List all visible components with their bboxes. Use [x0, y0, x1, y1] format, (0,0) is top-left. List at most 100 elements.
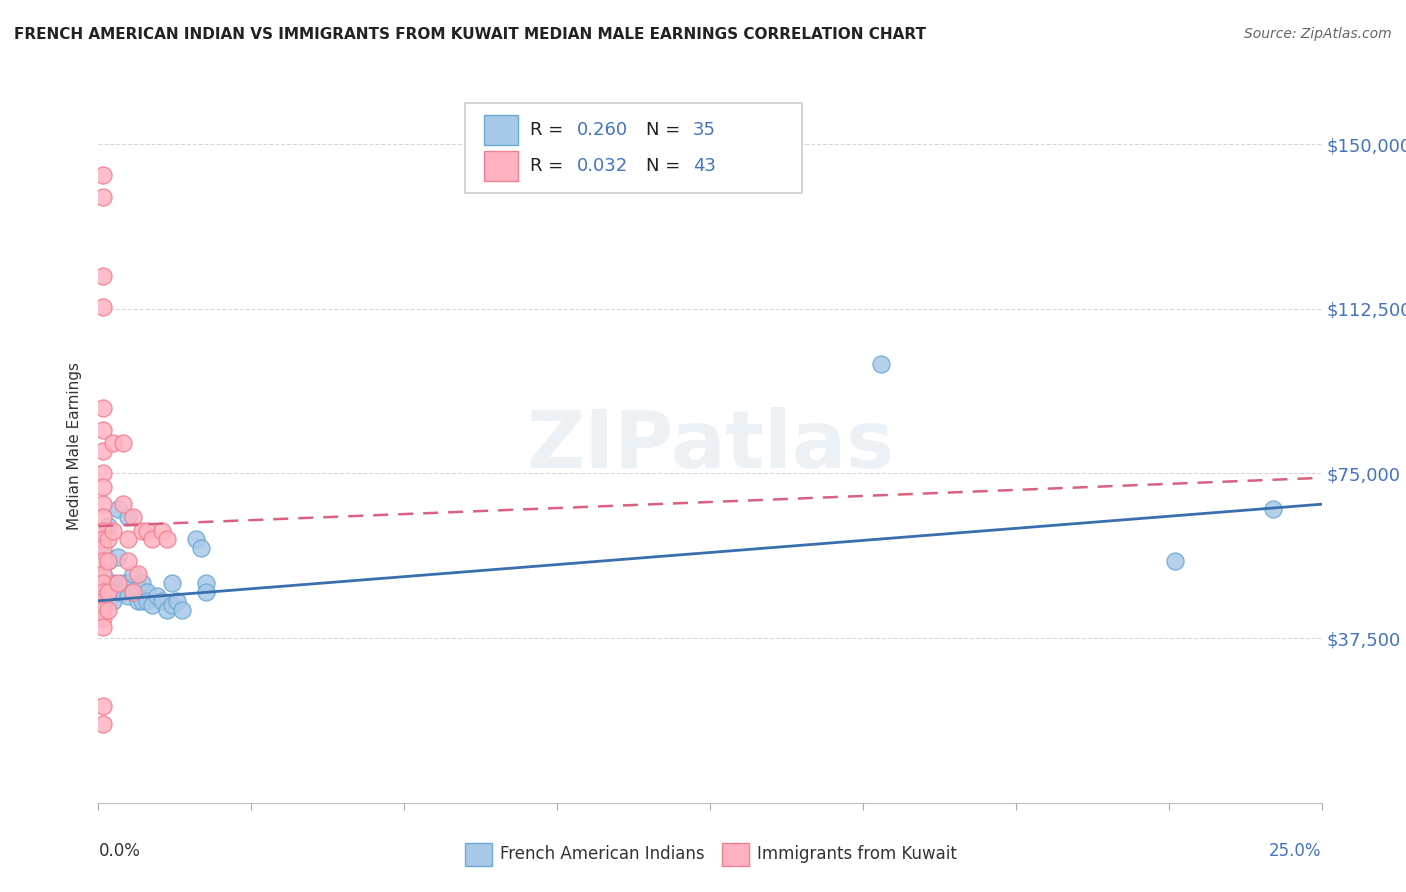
Point	[107, 585, 129, 599]
Point	[91, 467, 114, 481]
Point	[107, 549, 129, 564]
Point	[117, 590, 139, 604]
Text: Source: ZipAtlas.com: Source: ZipAtlas.com	[1244, 27, 1392, 41]
Point	[91, 300, 114, 314]
Point	[127, 594, 149, 608]
Point	[91, 444, 114, 458]
Point	[91, 190, 114, 204]
Point	[107, 501, 129, 516]
Text: 43: 43	[693, 157, 716, 175]
Point	[91, 533, 114, 547]
Y-axis label: Median Male Earnings: Median Male Earnings	[67, 362, 83, 530]
Point	[101, 524, 124, 538]
Point	[1261, 501, 1284, 516]
Point	[121, 510, 143, 524]
Text: 0.260: 0.260	[576, 121, 628, 139]
Point	[97, 602, 120, 616]
Point	[91, 716, 114, 731]
Text: FRENCH AMERICAN INDIAN VS IMMIGRANTS FROM KUWAIT MEDIAN MALE EARNINGS CORRELATIO: FRENCH AMERICAN INDIAN VS IMMIGRANTS FRO…	[14, 27, 927, 42]
Point	[121, 585, 143, 599]
Point	[117, 576, 139, 591]
Point	[156, 533, 179, 547]
Point	[101, 576, 124, 591]
Point	[150, 524, 173, 538]
Point	[91, 567, 114, 582]
Point	[117, 510, 139, 524]
Point	[97, 533, 120, 547]
Point	[111, 585, 134, 599]
FancyBboxPatch shape	[484, 151, 517, 180]
Point	[91, 423, 114, 437]
Point	[195, 576, 218, 591]
Point	[111, 576, 134, 591]
Text: R =: R =	[530, 121, 569, 139]
Point	[91, 576, 114, 591]
Point	[141, 533, 163, 547]
Point	[117, 533, 139, 547]
Point	[136, 594, 159, 608]
Point	[150, 594, 173, 608]
Point	[136, 585, 159, 599]
Point	[870, 357, 893, 371]
Text: Immigrants from Kuwait: Immigrants from Kuwait	[756, 846, 956, 863]
Point	[91, 567, 114, 582]
Point	[91, 510, 114, 524]
Point	[91, 541, 114, 555]
Point	[91, 497, 114, 511]
Text: 35: 35	[693, 121, 716, 139]
Point	[156, 602, 179, 616]
Text: R =: R =	[530, 157, 569, 175]
Point	[121, 585, 143, 599]
FancyBboxPatch shape	[723, 843, 749, 865]
Point	[121, 567, 143, 582]
Point	[160, 598, 183, 612]
Point	[111, 435, 134, 450]
Text: French American Indians: French American Indians	[499, 846, 704, 863]
Point	[166, 594, 188, 608]
Point	[127, 567, 149, 582]
Text: N =: N =	[647, 157, 686, 175]
Point	[131, 576, 153, 591]
Point	[117, 554, 139, 568]
Point	[101, 435, 124, 450]
FancyBboxPatch shape	[484, 115, 517, 145]
Point	[190, 541, 212, 555]
Point	[91, 168, 114, 182]
Point	[131, 594, 153, 608]
Point	[170, 602, 193, 616]
Point	[91, 268, 114, 283]
Point	[1164, 554, 1187, 568]
Point	[107, 576, 129, 591]
Text: N =: N =	[647, 121, 686, 139]
Point	[141, 598, 163, 612]
Point	[91, 524, 114, 538]
Point	[91, 602, 114, 616]
Point	[91, 545, 114, 559]
Point	[91, 620, 114, 634]
Point	[91, 611, 114, 625]
Text: 0.0%: 0.0%	[98, 842, 141, 860]
Point	[91, 594, 114, 608]
Point	[195, 585, 218, 599]
Point	[127, 581, 149, 595]
Point	[91, 401, 114, 415]
FancyBboxPatch shape	[465, 843, 492, 865]
Point	[111, 497, 134, 511]
Text: 25.0%: 25.0%	[1270, 842, 1322, 860]
Point	[97, 585, 120, 599]
Point	[97, 519, 120, 533]
Point	[131, 524, 153, 538]
Point	[91, 554, 114, 568]
Point	[186, 533, 208, 547]
Text: ZIPatlas: ZIPatlas	[526, 407, 894, 485]
Text: 0.032: 0.032	[576, 157, 628, 175]
Point	[91, 699, 114, 714]
Point	[146, 590, 169, 604]
Point	[97, 554, 120, 568]
Point	[136, 524, 159, 538]
Point	[91, 585, 114, 599]
Point	[101, 594, 124, 608]
Point	[160, 576, 183, 591]
FancyBboxPatch shape	[465, 103, 801, 193]
Point	[91, 480, 114, 494]
